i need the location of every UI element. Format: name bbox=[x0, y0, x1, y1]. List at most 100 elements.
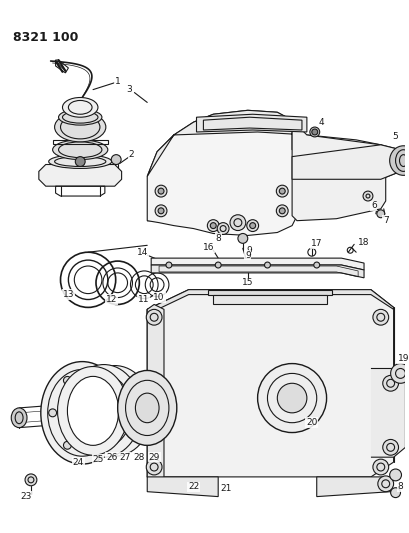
Ellipse shape bbox=[85, 374, 144, 447]
Circle shape bbox=[217, 223, 229, 235]
Polygon shape bbox=[147, 289, 393, 477]
Circle shape bbox=[309, 127, 319, 137]
Text: 20: 20 bbox=[306, 418, 317, 427]
Circle shape bbox=[215, 262, 220, 268]
Ellipse shape bbox=[389, 146, 409, 175]
Text: 13: 13 bbox=[63, 290, 74, 299]
Circle shape bbox=[249, 223, 255, 229]
Circle shape bbox=[237, 233, 247, 244]
Polygon shape bbox=[39, 165, 121, 186]
Text: 16: 16 bbox=[202, 243, 213, 252]
Polygon shape bbox=[151, 258, 363, 270]
Circle shape bbox=[25, 474, 37, 486]
Circle shape bbox=[372, 309, 388, 325]
Circle shape bbox=[108, 409, 115, 417]
Ellipse shape bbox=[77, 366, 152, 456]
Circle shape bbox=[158, 208, 164, 214]
Polygon shape bbox=[147, 477, 218, 497]
Ellipse shape bbox=[49, 155, 112, 168]
Text: 6: 6 bbox=[370, 201, 376, 211]
Circle shape bbox=[376, 210, 384, 217]
Circle shape bbox=[390, 364, 409, 383]
Text: 8: 8 bbox=[397, 482, 402, 491]
Polygon shape bbox=[291, 145, 400, 179]
Circle shape bbox=[382, 375, 398, 391]
Ellipse shape bbox=[57, 367, 128, 455]
Text: 8321 100: 8321 100 bbox=[13, 31, 79, 44]
Text: 1: 1 bbox=[115, 77, 120, 86]
Text: 22: 22 bbox=[187, 482, 199, 491]
Ellipse shape bbox=[392, 150, 407, 172]
Ellipse shape bbox=[66, 378, 117, 443]
Text: 23: 23 bbox=[20, 492, 31, 501]
Text: 14: 14 bbox=[136, 248, 148, 257]
Circle shape bbox=[257, 364, 326, 433]
Text: 24: 24 bbox=[72, 458, 84, 466]
Circle shape bbox=[158, 188, 164, 194]
Circle shape bbox=[207, 220, 219, 231]
Circle shape bbox=[279, 208, 285, 214]
Polygon shape bbox=[208, 289, 331, 295]
Polygon shape bbox=[291, 120, 385, 221]
Circle shape bbox=[362, 191, 372, 201]
Ellipse shape bbox=[135, 393, 159, 423]
Ellipse shape bbox=[75, 157, 85, 166]
Text: 3: 3 bbox=[126, 85, 132, 94]
Ellipse shape bbox=[58, 109, 102, 125]
Polygon shape bbox=[213, 295, 326, 304]
Text: 9: 9 bbox=[244, 251, 250, 260]
Ellipse shape bbox=[62, 98, 98, 117]
Polygon shape bbox=[316, 477, 390, 497]
Polygon shape bbox=[147, 289, 393, 314]
Text: 25: 25 bbox=[92, 455, 103, 464]
Text: 11: 11 bbox=[137, 295, 149, 304]
Text: 19: 19 bbox=[397, 354, 408, 363]
Circle shape bbox=[155, 185, 166, 197]
Circle shape bbox=[146, 459, 162, 475]
Ellipse shape bbox=[41, 361, 123, 464]
Circle shape bbox=[276, 185, 288, 197]
Circle shape bbox=[210, 223, 216, 229]
Text: 5: 5 bbox=[392, 132, 398, 141]
Text: 28: 28 bbox=[133, 453, 145, 462]
Ellipse shape bbox=[117, 370, 176, 446]
Text: 12: 12 bbox=[106, 295, 117, 304]
Ellipse shape bbox=[52, 140, 108, 159]
Circle shape bbox=[372, 459, 388, 475]
Circle shape bbox=[155, 205, 166, 217]
Circle shape bbox=[311, 129, 317, 135]
Circle shape bbox=[111, 155, 121, 165]
Circle shape bbox=[63, 441, 71, 449]
Polygon shape bbox=[370, 368, 405, 457]
Polygon shape bbox=[151, 265, 363, 278]
Ellipse shape bbox=[70, 399, 94, 426]
Circle shape bbox=[377, 476, 393, 491]
Text: 29: 29 bbox=[148, 453, 160, 462]
Circle shape bbox=[389, 469, 400, 481]
Ellipse shape bbox=[67, 376, 118, 446]
Ellipse shape bbox=[58, 369, 125, 453]
Circle shape bbox=[390, 488, 400, 498]
Polygon shape bbox=[147, 110, 385, 176]
Circle shape bbox=[93, 376, 101, 384]
Text: 17: 17 bbox=[310, 239, 322, 248]
Text: 21: 21 bbox=[220, 484, 231, 493]
Circle shape bbox=[93, 441, 101, 449]
Circle shape bbox=[63, 376, 71, 384]
Circle shape bbox=[382, 439, 398, 455]
Text: 27: 27 bbox=[119, 453, 130, 462]
Text: 4: 4 bbox=[318, 118, 324, 127]
Ellipse shape bbox=[76, 374, 131, 447]
Text: 26: 26 bbox=[106, 453, 117, 462]
Text: 9: 9 bbox=[246, 246, 252, 255]
Polygon shape bbox=[147, 304, 164, 482]
Circle shape bbox=[49, 409, 56, 417]
Ellipse shape bbox=[11, 408, 27, 427]
Circle shape bbox=[276, 205, 288, 217]
Circle shape bbox=[166, 262, 171, 268]
Ellipse shape bbox=[75, 376, 130, 446]
Circle shape bbox=[313, 262, 319, 268]
Text: 15: 15 bbox=[241, 278, 253, 287]
Circle shape bbox=[146, 309, 162, 325]
Circle shape bbox=[276, 383, 306, 413]
